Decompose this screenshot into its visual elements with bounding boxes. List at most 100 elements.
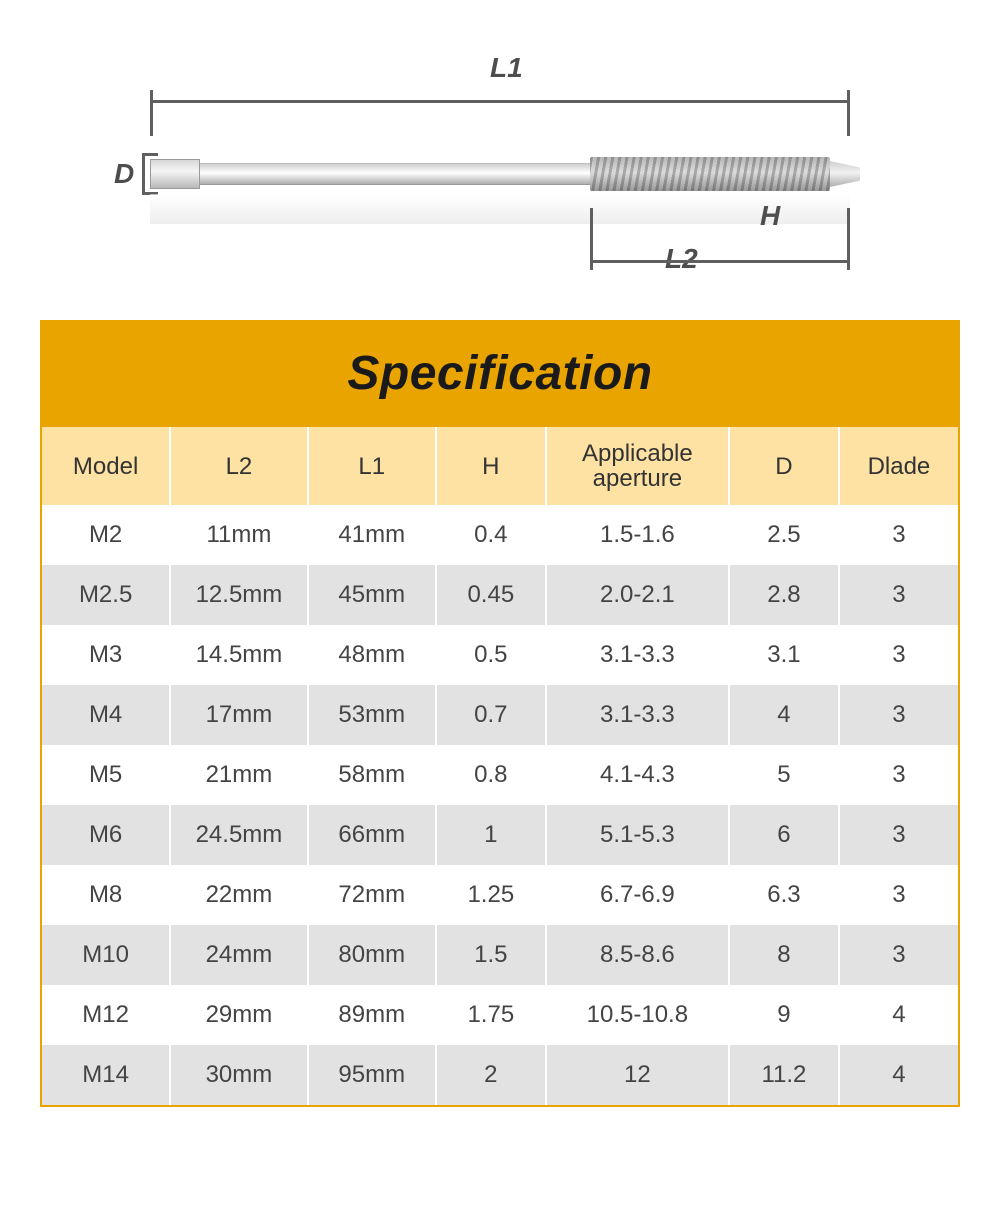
tap-tool — [150, 155, 850, 191]
col-header-model: Model — [42, 427, 170, 505]
table-cell: 3 — [839, 685, 958, 745]
table-cell: M5 — [42, 745, 170, 805]
table-row: M314.5mm48mm0.53.1-3.33.13 — [42, 625, 958, 685]
table-cell: 3 — [839, 565, 958, 625]
dim-label-H: H — [760, 200, 780, 232]
table-cell: 12 — [546, 1045, 729, 1105]
dim-tick — [590, 208, 593, 270]
col-header-h: H — [436, 427, 546, 505]
table-cell: 5 — [729, 745, 839, 805]
dim-tick — [142, 153, 145, 195]
table-cell: 29mm — [170, 985, 307, 1045]
table-cell: 0.45 — [436, 565, 546, 625]
table-cell: 3 — [839, 865, 958, 925]
table-row: M2.512.5mm45mm0.452.0-2.12.83 — [42, 565, 958, 625]
table-cell: 58mm — [308, 745, 436, 805]
table-cell: 3 — [839, 625, 958, 685]
table-row: M822mm72mm1.256.7-6.96.33 — [42, 865, 958, 925]
table-cell: 1.5-1.6 — [546, 505, 729, 565]
table-row: M1430mm95mm21211.24 — [42, 1045, 958, 1105]
table-row: M1229mm89mm1.7510.5-10.894 — [42, 985, 958, 1045]
table-cell: 6.7-6.9 — [546, 865, 729, 925]
tool-reflection — [150, 194, 850, 224]
table-cell: 3 — [839, 505, 958, 565]
table-cell: 66mm — [308, 805, 436, 865]
table-cell: 1.75 — [436, 985, 546, 1045]
dim-tick — [847, 90, 850, 136]
dim-label-D: D — [114, 158, 134, 190]
table-cell: 72mm — [308, 865, 436, 925]
tap-diagram: L1 D H L2 — [120, 60, 880, 300]
specification-table: Model L2 L1 H Applicableaperture D Dlade… — [42, 427, 958, 1105]
table-cell: M2 — [42, 505, 170, 565]
table-cell: 4.1-4.3 — [546, 745, 729, 805]
table-cell: M12 — [42, 985, 170, 1045]
tool-thread — [590, 157, 830, 191]
table-header-row: Model L2 L1 H Applicableaperture D Dlade — [42, 427, 958, 505]
table-cell: 14.5mm — [170, 625, 307, 685]
table-cell: 5.1-5.3 — [546, 805, 729, 865]
table-cell: 3 — [839, 745, 958, 805]
table-cell: 22mm — [170, 865, 307, 925]
dim-line-L2 — [590, 260, 850, 263]
table-cell: 4 — [839, 1045, 958, 1105]
table-cell: 4 — [729, 685, 839, 745]
dim-label-L2: L2 — [665, 243, 698, 275]
col-header-l2: L2 — [170, 427, 307, 505]
specification-panel: Specification Model L2 L1 H Applicableap… — [40, 320, 960, 1107]
table-cell: 89mm — [308, 985, 436, 1045]
table-cell: 80mm — [308, 925, 436, 985]
table-row: M211mm41mm0.41.5-1.62.53 — [42, 505, 958, 565]
table-cell: 0.7 — [436, 685, 546, 745]
table-cell: M14 — [42, 1045, 170, 1105]
dim-tick — [150, 90, 153, 136]
table-cell: 24.5mm — [170, 805, 307, 865]
dim-tick — [847, 208, 850, 270]
col-header-d: D — [729, 427, 839, 505]
table-cell: 95mm — [308, 1045, 436, 1105]
table-row: M417mm53mm0.73.1-3.343 — [42, 685, 958, 745]
table-cell: M2.5 — [42, 565, 170, 625]
table-cell: 2.8 — [729, 565, 839, 625]
table-cell: 9 — [729, 985, 839, 1045]
table-cell: 41mm — [308, 505, 436, 565]
table-cell: 12.5mm — [170, 565, 307, 625]
tool-shank-cylinder — [200, 163, 590, 185]
table-cell: 2 — [436, 1045, 546, 1105]
table-cell: 48mm — [308, 625, 436, 685]
table-cell: 3 — [839, 805, 958, 865]
table-row: M521mm58mm0.84.1-4.353 — [42, 745, 958, 805]
table-cell: 0.8 — [436, 745, 546, 805]
table-cell: 3.1-3.3 — [546, 625, 729, 685]
table-cell: 30mm — [170, 1045, 307, 1105]
table-cell: 4 — [839, 985, 958, 1045]
tool-shank-square — [150, 159, 200, 189]
table-cell: 1 — [436, 805, 546, 865]
table-cell: M3 — [42, 625, 170, 685]
table-cell: 0.5 — [436, 625, 546, 685]
table-cell: 8 — [729, 925, 839, 985]
table-cell: 3 — [839, 925, 958, 985]
table-cell: 6 — [729, 805, 839, 865]
tool-tip — [830, 161, 860, 187]
table-cell: M10 — [42, 925, 170, 985]
dim-line-L1 — [150, 100, 850, 103]
table-cell: 11mm — [170, 505, 307, 565]
table-cell: 17mm — [170, 685, 307, 745]
table-cell: 1.25 — [436, 865, 546, 925]
table-cell: 24mm — [170, 925, 307, 985]
table-cell: 53mm — [308, 685, 436, 745]
table-cell: 1.5 — [436, 925, 546, 985]
dim-label-L1: L1 — [490, 52, 523, 84]
col-header-blade: Dlade — [839, 427, 958, 505]
table-cell: 10.5-10.8 — [546, 985, 729, 1045]
table-row: M624.5mm66mm15.1-5.363 — [42, 805, 958, 865]
table-cell: 3.1-3.3 — [546, 685, 729, 745]
table-cell: 11.2 — [729, 1045, 839, 1105]
table-cell: 6.3 — [729, 865, 839, 925]
table-row: M1024mm80mm1.58.5-8.683 — [42, 925, 958, 985]
table-body: M211mm41mm0.41.5-1.62.53M2.512.5mm45mm0.… — [42, 505, 958, 1105]
table-cell: M4 — [42, 685, 170, 745]
table-cell: 3.1 — [729, 625, 839, 685]
table-cell: 21mm — [170, 745, 307, 805]
